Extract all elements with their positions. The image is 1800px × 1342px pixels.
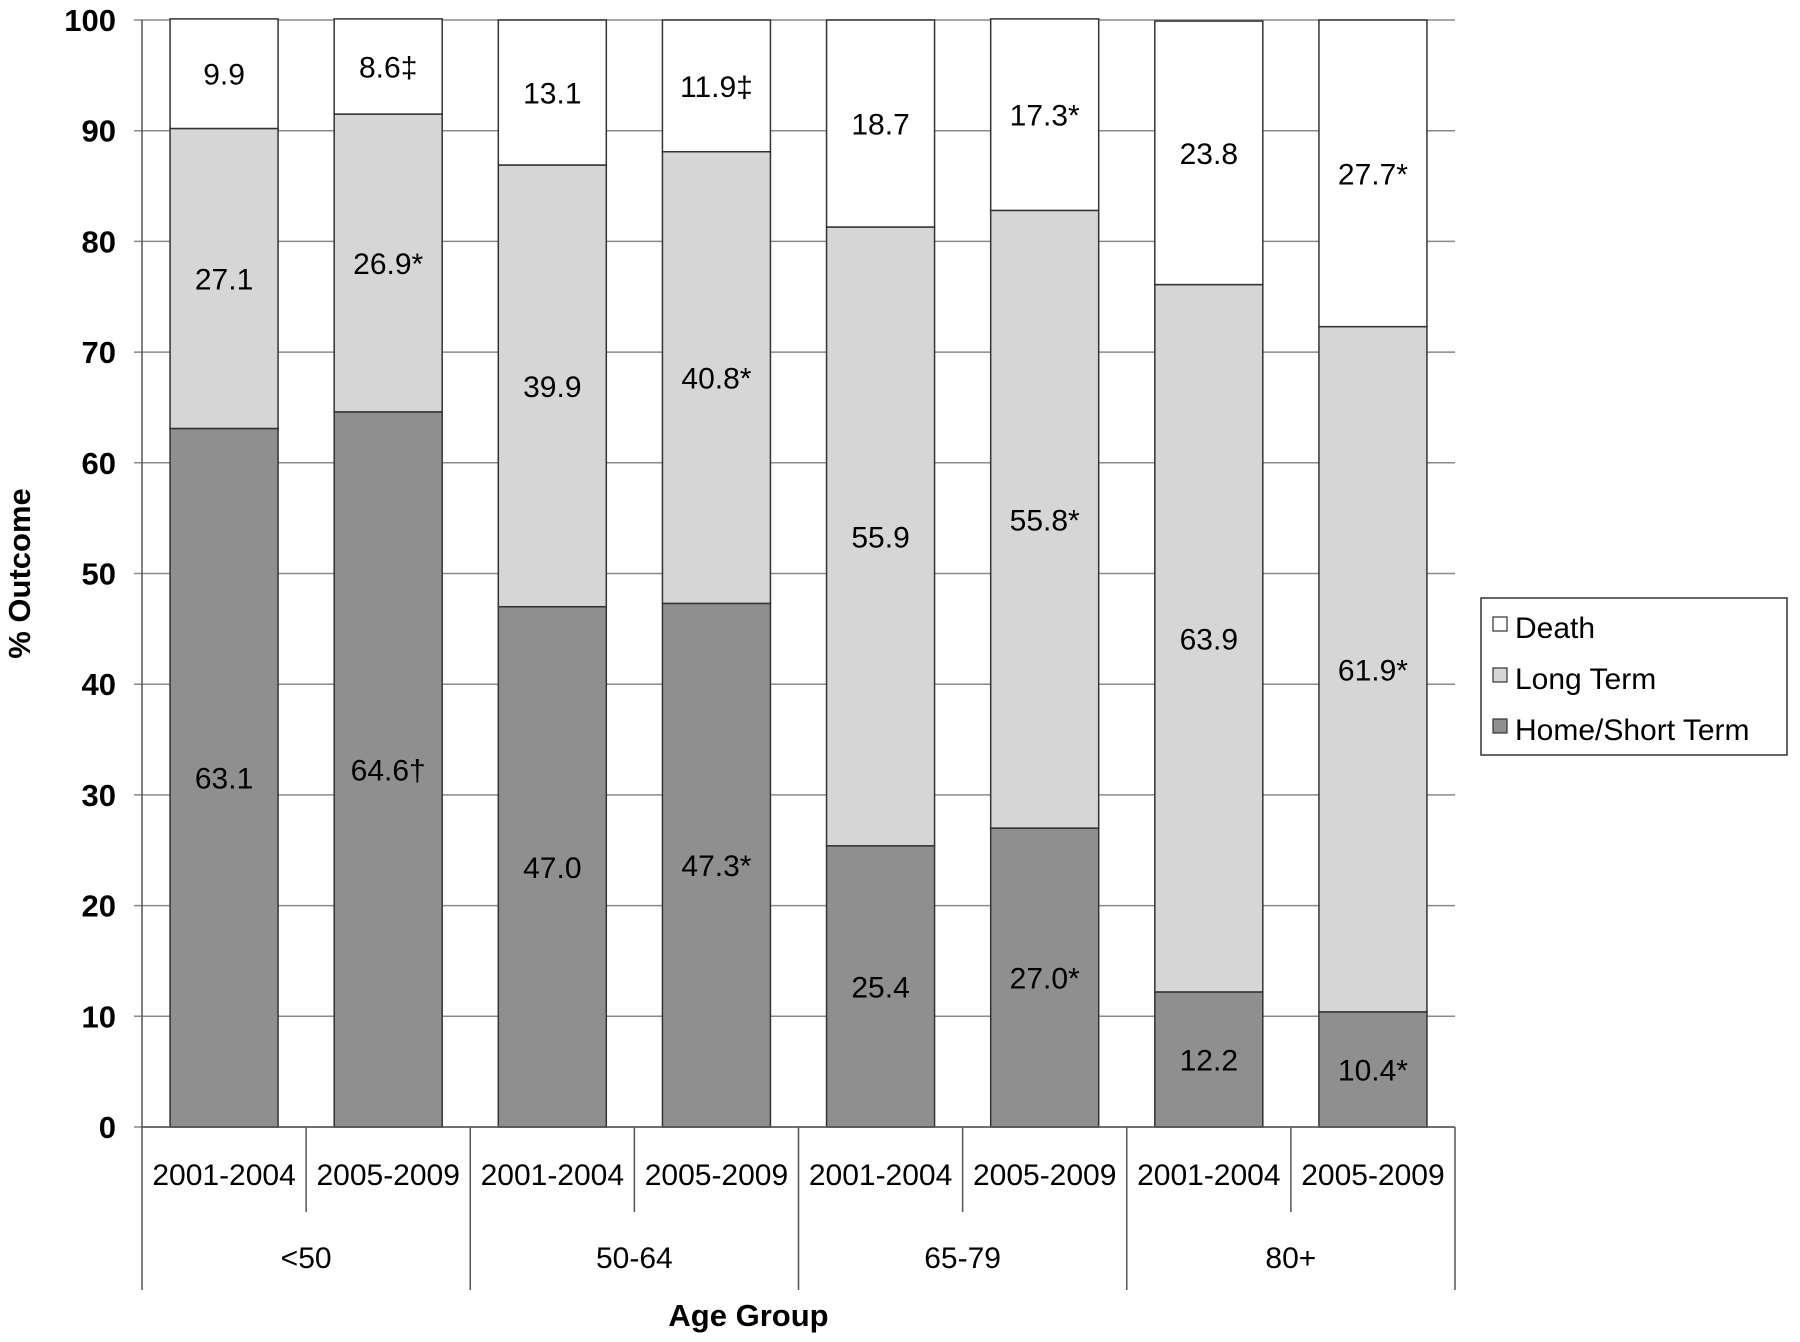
x-category-label: 2005-2009 bbox=[645, 1159, 788, 1192]
x-category-label: 2001-2004 bbox=[1137, 1159, 1280, 1192]
legend-box bbox=[1480, 597, 1788, 756]
bar-segment bbox=[1318, 19, 1428, 328]
bar-segment bbox=[1154, 991, 1264, 1128]
x-category-label: 2005-2009 bbox=[973, 1159, 1116, 1192]
bar-segment bbox=[497, 605, 608, 1128]
data-label: 26.9* bbox=[353, 248, 423, 281]
data-label: 10.4* bbox=[1338, 1054, 1408, 1087]
bar-segment bbox=[989, 18, 1100, 212]
data-label: 8.6‡ bbox=[359, 51, 417, 84]
bar-segment bbox=[825, 19, 936, 228]
y-tick-label: 40 bbox=[82, 667, 116, 702]
data-label: 40.8* bbox=[681, 363, 751, 396]
data-label: 63.9 bbox=[1180, 623, 1238, 656]
bar-segment bbox=[497, 164, 608, 608]
bar-segment bbox=[1154, 20, 1264, 286]
y-tick-label: 0 bbox=[99, 1110, 116, 1145]
bar-segment bbox=[169, 18, 279, 130]
x-category-label: 2001-2004 bbox=[481, 1159, 624, 1192]
data-label: 27.1 bbox=[195, 263, 253, 296]
data-label: 12.2 bbox=[1180, 1044, 1238, 1077]
bar-segment bbox=[989, 827, 1100, 1128]
data-label: 25.4 bbox=[851, 971, 909, 1004]
x-category-label: 2005-2009 bbox=[316, 1159, 459, 1192]
bar-segment bbox=[989, 209, 1100, 829]
data-label: 39.9 bbox=[523, 371, 581, 404]
data-label: 27.7* bbox=[1338, 158, 1408, 191]
y-tick-label: 100 bbox=[64, 3, 116, 38]
data-label: 55.9 bbox=[851, 521, 909, 554]
legend-swatch bbox=[1492, 667, 1508, 683]
y-tick-label: 70 bbox=[82, 335, 116, 370]
x-group-label: 50-64 bbox=[596, 1242, 673, 1275]
data-label: 13.1 bbox=[523, 78, 581, 111]
data-label: 47.3* bbox=[681, 850, 751, 883]
data-label: 47.0 bbox=[523, 852, 581, 885]
bar-segment bbox=[661, 602, 772, 1128]
x-category-label: 2005-2009 bbox=[1301, 1159, 1444, 1192]
data-label: 27.0* bbox=[1010, 963, 1080, 996]
y-axis-title: % Outcome bbox=[2, 488, 37, 659]
bar-segment bbox=[333, 18, 443, 115]
bar-segment bbox=[169, 127, 279, 430]
y-tick-label: 20 bbox=[82, 889, 116, 924]
x-category-label: 2001-2004 bbox=[152, 1159, 295, 1192]
legend-label: Home/Short Term bbox=[1515, 714, 1750, 747]
bar-segment bbox=[1318, 1011, 1428, 1128]
data-label: 64.6† bbox=[351, 754, 426, 787]
data-label: 55.8* bbox=[1010, 504, 1080, 537]
data-label: 9.9 bbox=[203, 59, 245, 92]
bar-segment bbox=[661, 150, 772, 605]
legend-swatch bbox=[1492, 616, 1508, 632]
bar-segment bbox=[825, 226, 936, 847]
data-label: 61.9* bbox=[1338, 654, 1408, 687]
bar-segment bbox=[497, 19, 608, 166]
bar-segment bbox=[1318, 325, 1428, 1013]
data-label: 11.9‡ bbox=[680, 71, 753, 104]
legend-swatch bbox=[1492, 718, 1508, 734]
data-label: 18.7 bbox=[851, 109, 909, 142]
bar-segment bbox=[333, 113, 443, 413]
x-category-label: 2001-2004 bbox=[809, 1159, 952, 1192]
y-tick-label: 60 bbox=[82, 446, 116, 481]
legend-label: Long Term bbox=[1515, 663, 1656, 696]
y-tick-label: 90 bbox=[82, 114, 116, 149]
x-group-label: 80+ bbox=[1265, 1242, 1316, 1275]
y-tick-label: 80 bbox=[82, 224, 116, 259]
bar-segment bbox=[661, 19, 772, 153]
data-label: 17.3* bbox=[1010, 100, 1080, 133]
data-label: 23.8 bbox=[1180, 138, 1238, 171]
y-tick-label: 30 bbox=[82, 778, 116, 813]
y-tick-label: 10 bbox=[82, 999, 116, 1034]
y-tick-label: 50 bbox=[82, 557, 116, 592]
x-axis-title: Age Group bbox=[668, 1298, 828, 1333]
legend-label: Death bbox=[1515, 612, 1595, 645]
bar-segment bbox=[1154, 283, 1264, 993]
data-label: 63.1 bbox=[195, 763, 253, 796]
x-group-label: 65-79 bbox=[924, 1242, 1001, 1275]
bar-segment bbox=[169, 427, 279, 1128]
x-group-label: <50 bbox=[281, 1242, 332, 1275]
